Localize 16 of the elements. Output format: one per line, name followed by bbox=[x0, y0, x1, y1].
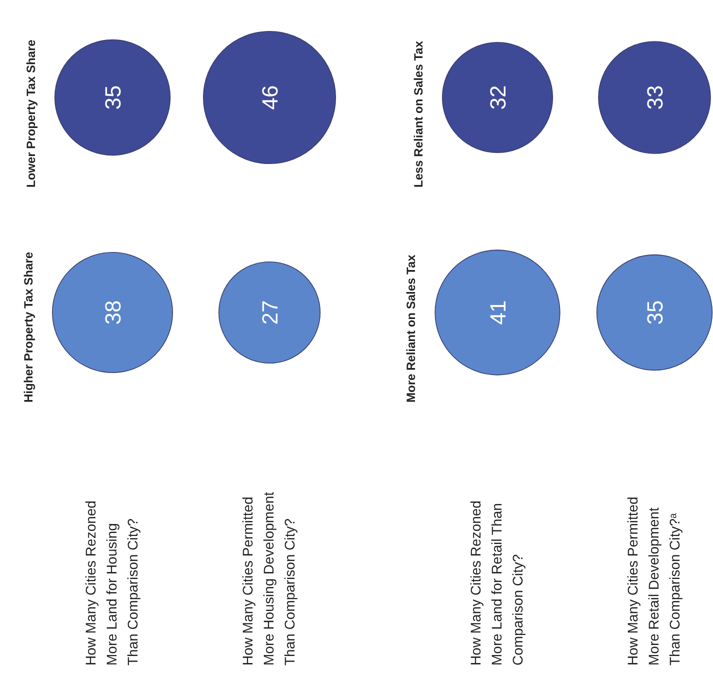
data-label: 41 bbox=[486, 300, 510, 325]
text: Higher Property Tax Share bbox=[21, 252, 36, 402]
category-label: How Many Cities Rezoned More Land for Housing Than Comparison City? bbox=[82, 500, 140, 666]
text: More Reliant on Sales Tax bbox=[404, 254, 418, 402]
data-label: 35 bbox=[642, 300, 668, 325]
data-label: 46 bbox=[258, 85, 282, 110]
text: Less Reliant on Sales Tax bbox=[411, 40, 426, 188]
data-label: 33 bbox=[642, 85, 668, 110]
data-label: 27 bbox=[258, 300, 282, 325]
data-label: 35 bbox=[100, 85, 126, 110]
text: Lower Property Tax Share bbox=[24, 39, 38, 188]
category-label: How Many Cities Permitted More Housing Development Than Comparison City? bbox=[240, 492, 298, 666]
category-label: How Many Cities Rezoned More Land for Retail Than Comparison City? bbox=[468, 500, 526, 666]
category-label: How Many Cities Permitted More Retail Development Than Comparison City?ᵃ bbox=[624, 496, 682, 666]
data-label: 32 bbox=[486, 85, 510, 110]
data-label: 38 bbox=[100, 300, 126, 325]
